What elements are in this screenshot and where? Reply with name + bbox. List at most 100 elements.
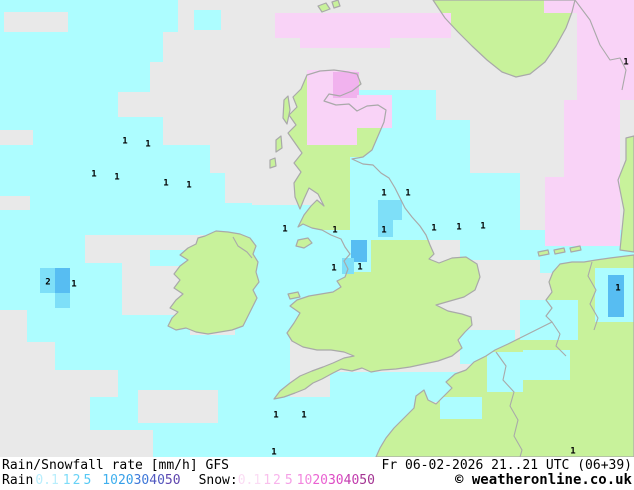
weather-map: 1 1 1 1 1 1 1 1 1 1 1 1 1 1 1 1 1 1 2 1 1 1 1 1 — [0, 0, 634, 458]
precip-cell — [0, 173, 225, 203]
coastline — [569, 245, 582, 253]
rain-scale-value: 5 — [83, 473, 92, 488]
coastline — [269, 157, 277, 169]
coastline — [287, 291, 301, 300]
precip-value-label: 1 — [615, 284, 620, 294]
snow-scale-value: 2 — [273, 473, 281, 488]
legend-bar: Rain/Snowfall rate [mm/h] GFS Fr 06-02-2… — [0, 457, 634, 490]
rain-scale-value: 2 — [72, 473, 81, 488]
snow-scale-value: 5 — [284, 473, 293, 488]
precip-cell — [138, 390, 218, 423]
precip-cell — [545, 177, 620, 246]
precip-value-label: 1 — [381, 226, 386, 236]
snow-scale-value: 50 — [359, 473, 375, 488]
rain-scale-value: 10 — [102, 473, 118, 488]
border-line — [551, 321, 567, 357]
precip-cell — [343, 397, 375, 419]
precip-value-label: 1 — [273, 411, 278, 421]
precip-cell — [4, 12, 68, 32]
coastline — [617, 135, 634, 253]
precip-cell — [357, 95, 392, 128]
land-ireland — [168, 231, 259, 334]
land-denmark — [618, 136, 634, 252]
rain-scale-value: 30 — [133, 473, 150, 488]
precip-value-label: 1 — [163, 179, 168, 189]
precip-cell — [0, 203, 252, 235]
rain-scale-value: 0.1 — [35, 473, 59, 488]
snow-scale-value: 1 — [263, 473, 272, 488]
precip-value-label: 1 — [282, 225, 287, 235]
rain-scale-value: 40 — [149, 473, 165, 488]
precip-value-label: 1 — [91, 170, 96, 180]
precip-value-label: 1 — [456, 223, 461, 233]
precip-cell — [378, 200, 402, 220]
snow-scale-label: Snow: — [198, 473, 238, 488]
precip-cell — [608, 275, 624, 317]
precip-cell — [55, 268, 70, 293]
precip-cell — [194, 10, 221, 30]
precip-cell — [378, 220, 393, 237]
precip-cell — [55, 342, 120, 370]
precip-cell — [0, 196, 30, 210]
precip-value-label: 1 — [570, 447, 575, 457]
precip-value-label: 1 — [357, 263, 362, 273]
border-line — [232, 236, 253, 259]
border-line — [574, 0, 627, 91]
precip-value-label: 1 — [623, 58, 628, 68]
coastline — [537, 249, 550, 257]
precip-scale-row: Rain 0.1 1 2 5 1020304050 Snow:0.1 1 2 5 102030405… — [2, 473, 375, 488]
weather-map-canvas: 1 1 1 1 1 1 1 1 1 1 1 1 1 1 1 1 1 1 2 1 1 1 1 1 — [0, 0, 634, 458]
precip-value-label: 1 — [145, 140, 150, 150]
precip-cell — [577, 0, 634, 100]
snow-scale-value: 0.1 — [237, 473, 262, 488]
precip-value-label: 2 — [45, 278, 50, 288]
rain-scale-value: 20 — [117, 473, 134, 488]
land-orkney — [332, 0, 340, 8]
precip-cell — [523, 350, 570, 380]
rain-scale-value: 50 — [164, 473, 181, 488]
precip-value-label: 1 — [381, 189, 386, 199]
snow-scale-value: 40 — [343, 473, 360, 488]
rain-scale-label: Rain — [2, 473, 34, 488]
precip-cell — [351, 240, 367, 262]
forecast-datetime: Fr 06-02-2026 21..21 UTC (06+39) — [381, 458, 632, 473]
precip-cell — [150, 250, 188, 266]
precip-cell — [0, 145, 210, 173]
precip-value-label: 1 — [331, 264, 336, 274]
precip-cell — [0, 430, 153, 457]
snow-scale-value: 30 — [327, 473, 344, 488]
precip-value-label: 1 — [71, 280, 76, 290]
coastline — [331, 0, 341, 9]
precip-value-label: 1 — [301, 411, 306, 421]
coastline — [375, 254, 634, 458]
coastline — [295, 237, 313, 249]
border-line — [587, 261, 599, 331]
precip-value-label: 1 — [122, 137, 127, 147]
snow-scale-value: 10 — [296, 473, 313, 488]
precip-cell — [0, 92, 118, 117]
land-hebrides — [276, 136, 282, 152]
coastline — [432, 0, 576, 78]
coastline — [273, 69, 481, 400]
coastline — [553, 247, 566, 255]
snow-scale-value: 20 — [312, 473, 328, 488]
precip-cell — [0, 130, 33, 145]
precip-value-label: 1 — [431, 224, 436, 234]
border-line — [495, 351, 523, 458]
coastline — [282, 95, 291, 125]
land-hebrides — [270, 158, 276, 168]
precip-cell — [55, 293, 70, 308]
precip-cell — [40, 268, 55, 293]
coastline — [275, 135, 283, 153]
precip-cell — [0, 62, 150, 92]
precip-cell — [544, 0, 577, 13]
precip-cell — [118, 335, 290, 397]
precip-value-label: 1 — [114, 173, 119, 183]
precip-cell — [0, 32, 163, 62]
precip-value-label: 1 — [186, 181, 191, 191]
rain-scale-value: 1 — [62, 473, 71, 488]
precip-value-label: 1 — [271, 448, 276, 458]
copyright-text: © weatheronline.co.uk — [454, 472, 632, 488]
coastline — [317, 2, 331, 13]
